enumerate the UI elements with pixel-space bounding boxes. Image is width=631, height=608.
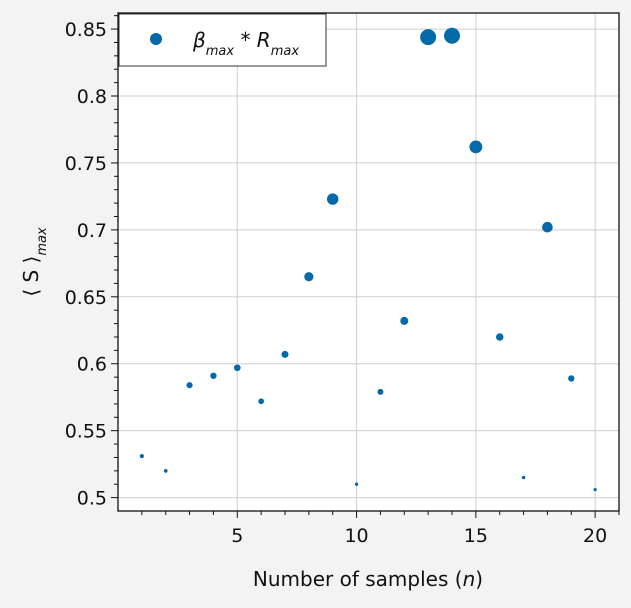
legend-marker xyxy=(150,33,162,45)
data-point xyxy=(420,29,437,46)
data-point xyxy=(304,272,314,282)
legend: βmax * Rmax xyxy=(118,13,327,67)
data-points xyxy=(139,27,597,492)
x-axis-label: Number of samples (n) xyxy=(253,567,483,591)
y-axis-label-text: ⟨ S ⟩ xyxy=(19,256,43,297)
data-point xyxy=(281,350,289,358)
data-point xyxy=(233,364,241,372)
y-tick-label: 0.6 xyxy=(77,354,107,376)
data-point xyxy=(542,221,553,233)
y-axis-label-subscript: max xyxy=(35,227,50,256)
y-tick-label: 0.7 xyxy=(77,220,107,242)
y-axis-label: ⟨ S ⟩max xyxy=(19,227,50,297)
x-tick-label: 15 xyxy=(464,525,488,547)
data-point xyxy=(495,333,504,341)
data-point xyxy=(139,454,144,459)
data-point xyxy=(593,487,597,492)
data-point xyxy=(354,482,359,486)
y-tick-label: 0.65 xyxy=(65,287,107,309)
data-point xyxy=(327,193,339,205)
y-tick-label: 0.8 xyxy=(77,86,107,108)
data-point xyxy=(377,388,384,395)
axis-ticks: 5 10 15 20 0.5 0.55 0.6 0.65 0.7 0.75 0.8 0.85 xyxy=(65,15,620,547)
x-tick-label: 20 xyxy=(583,525,607,547)
data-point xyxy=(521,475,526,480)
data-point xyxy=(186,382,193,389)
x-tick-label: 10 xyxy=(344,525,368,547)
legend-label: βmax * Rmax xyxy=(192,28,299,59)
data-point xyxy=(444,27,460,44)
x-tick-label: 5 xyxy=(231,525,243,547)
x-axis-label-close: ) xyxy=(475,567,483,591)
data-point xyxy=(469,140,483,154)
legend-r: * R xyxy=(234,28,271,52)
data-point xyxy=(258,398,264,405)
y-tick-label: 0.75 xyxy=(65,153,107,175)
grid-lines xyxy=(118,13,619,511)
legend-beta: β xyxy=(192,28,206,52)
plot-frame xyxy=(117,12,620,512)
data-point xyxy=(210,372,217,379)
y-tick-label: 0.5 xyxy=(77,488,107,510)
legend-r-subscript: max xyxy=(271,44,300,59)
data-point xyxy=(400,316,409,325)
y-tick-label: 0.85 xyxy=(65,19,107,41)
x-axis-label-text: Number of samples ( xyxy=(253,567,463,591)
data-point xyxy=(163,468,168,473)
legend-beta-subscript: max xyxy=(206,44,235,59)
data-point xyxy=(568,375,575,382)
y-tick-label: 0.55 xyxy=(65,421,107,443)
plot-area xyxy=(118,13,619,511)
x-axis-label-variable: n xyxy=(463,567,476,591)
